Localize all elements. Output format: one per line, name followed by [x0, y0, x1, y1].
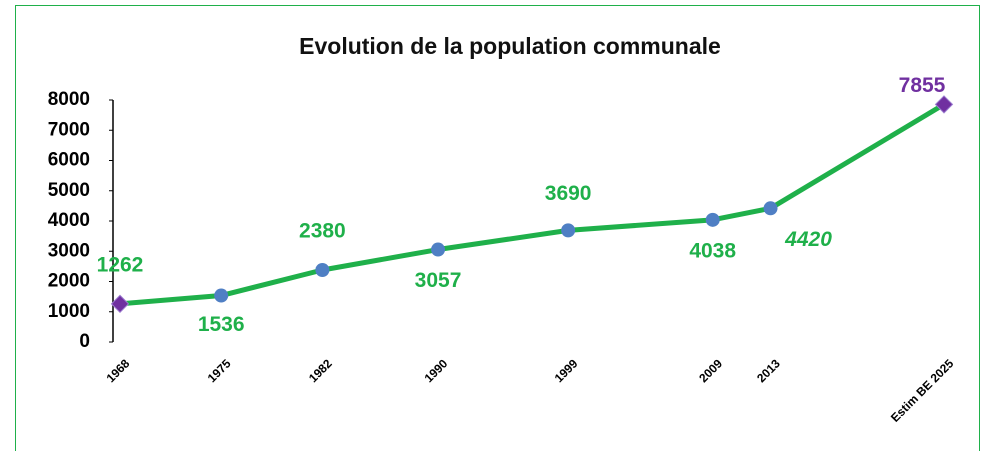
data-label: 2380 [299, 220, 346, 243]
y-tick-label: 8000 [48, 89, 90, 110]
marker [315, 263, 330, 278]
y-tick-label: 3000 [48, 240, 90, 261]
marker [110, 294, 130, 314]
marker [561, 223, 576, 238]
data-label: 4420 [784, 228, 832, 251]
data-label: 4038 [689, 239, 736, 262]
marker [763, 201, 778, 216]
y-tick-label: 4000 [48, 210, 90, 231]
chart-border [15, 5, 980, 451]
marker [705, 212, 720, 227]
y-tick-label: 5000 [48, 180, 90, 201]
data-label: 7855 [899, 74, 946, 97]
marker [934, 95, 954, 114]
y-tick-label: 2000 [48, 271, 90, 292]
data-label: 3057 [415, 269, 462, 292]
marker [431, 242, 446, 257]
data-label: 3690 [545, 182, 592, 205]
data-label: 1262 [97, 253, 144, 276]
y-tick-label: 6000 [48, 150, 90, 171]
line [119, 102, 946, 307]
y-tick-label: 7000 [48, 119, 90, 140]
data-label: 1536 [198, 313, 245, 336]
y-tick-label: 1000 [48, 301, 90, 322]
y-tick-label: 0 [79, 331, 90, 352]
chart-title: Evolution de la population communale [299, 33, 721, 59]
marker [214, 288, 229, 303]
